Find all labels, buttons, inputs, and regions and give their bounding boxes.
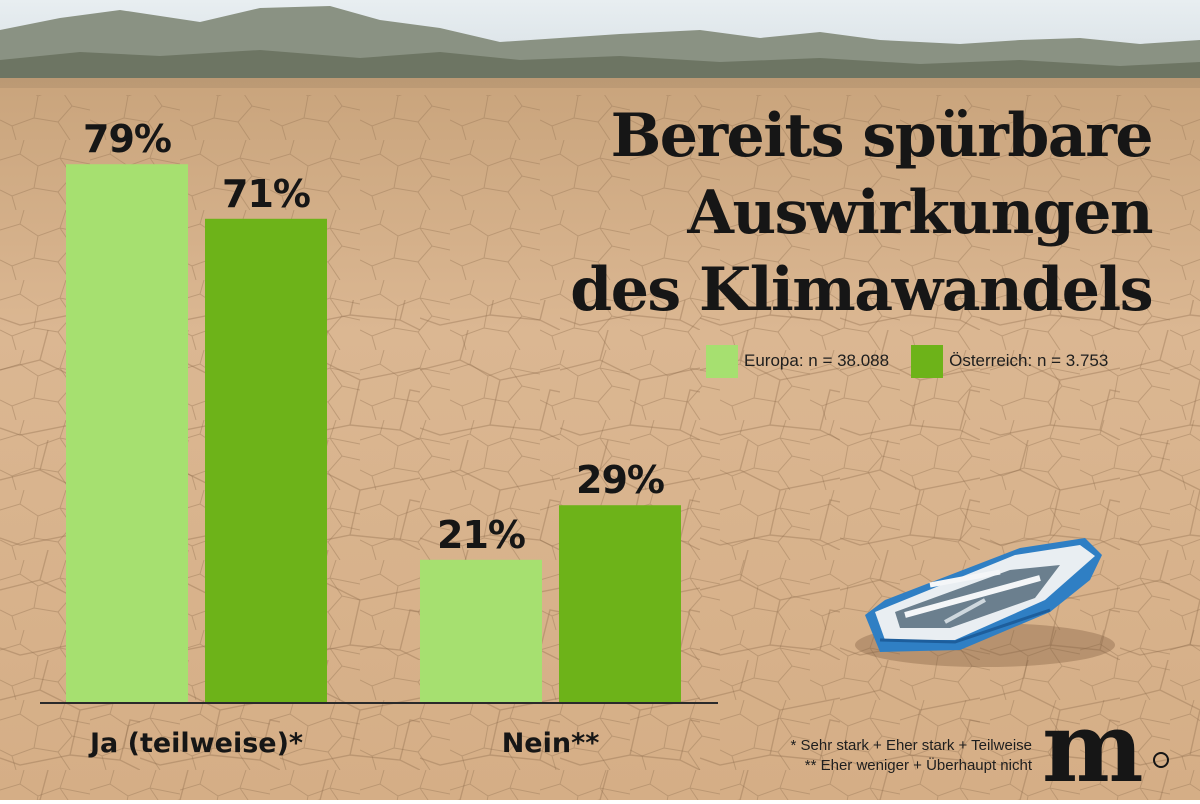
chart-title: Bereits spürbare Auswirkungen des Klimaw… [452, 98, 1154, 329]
title-line-1: Bereits spürbare [610, 101, 1154, 171]
data-label-oesterreich-1: 29% [576, 458, 664, 502]
legend-label-oesterreich: Österreich: n = 3.753 [949, 351, 1109, 370]
bar-europa-1 [420, 559, 542, 703]
data-label-oesterreich-0: 71% [222, 172, 310, 216]
bar-europa-0 [66, 164, 188, 704]
bar-oesterreich-0 [205, 218, 327, 703]
brand-logo: m [1042, 691, 1144, 804]
chart-legend: Europa: n = 38.088 Österreich: n = 3.753 [706, 344, 1130, 378]
footnote-2: ** Eher weniger + Überhaupt nicht [804, 757, 1032, 774]
legend-swatch-oesterreich [911, 344, 944, 378]
legend-item-oesterreich: Österreich: n = 3.753 [911, 344, 1109, 378]
footnote-1: * Sehr stark + Eher stark + Teilweise [790, 737, 1033, 754]
bar-oesterreich-1 [559, 505, 681, 703]
legend-item-europa: Europa: n = 38.088 [706, 344, 890, 378]
title-line-2: Auswirkungen [687, 178, 1153, 248]
rowboat-illustration [855, 538, 1115, 667]
brand-logo-dot [1153, 752, 1169, 768]
legend-swatch-europa [706, 344, 738, 378]
legend-label-europa: Europa: n = 38.088 [744, 351, 890, 370]
title-line-3: des Klimawandels [570, 255, 1153, 325]
category-label-0: Ja (teilweise)* [88, 728, 303, 759]
category-label-1: Nein** [502, 728, 600, 759]
data-label-europa-0: 79% [83, 117, 171, 161]
data-label-europa-1: 21% [437, 513, 525, 557]
footnotes: * Sehr stark + Eher stark + Teilweise **… [712, 736, 1033, 776]
